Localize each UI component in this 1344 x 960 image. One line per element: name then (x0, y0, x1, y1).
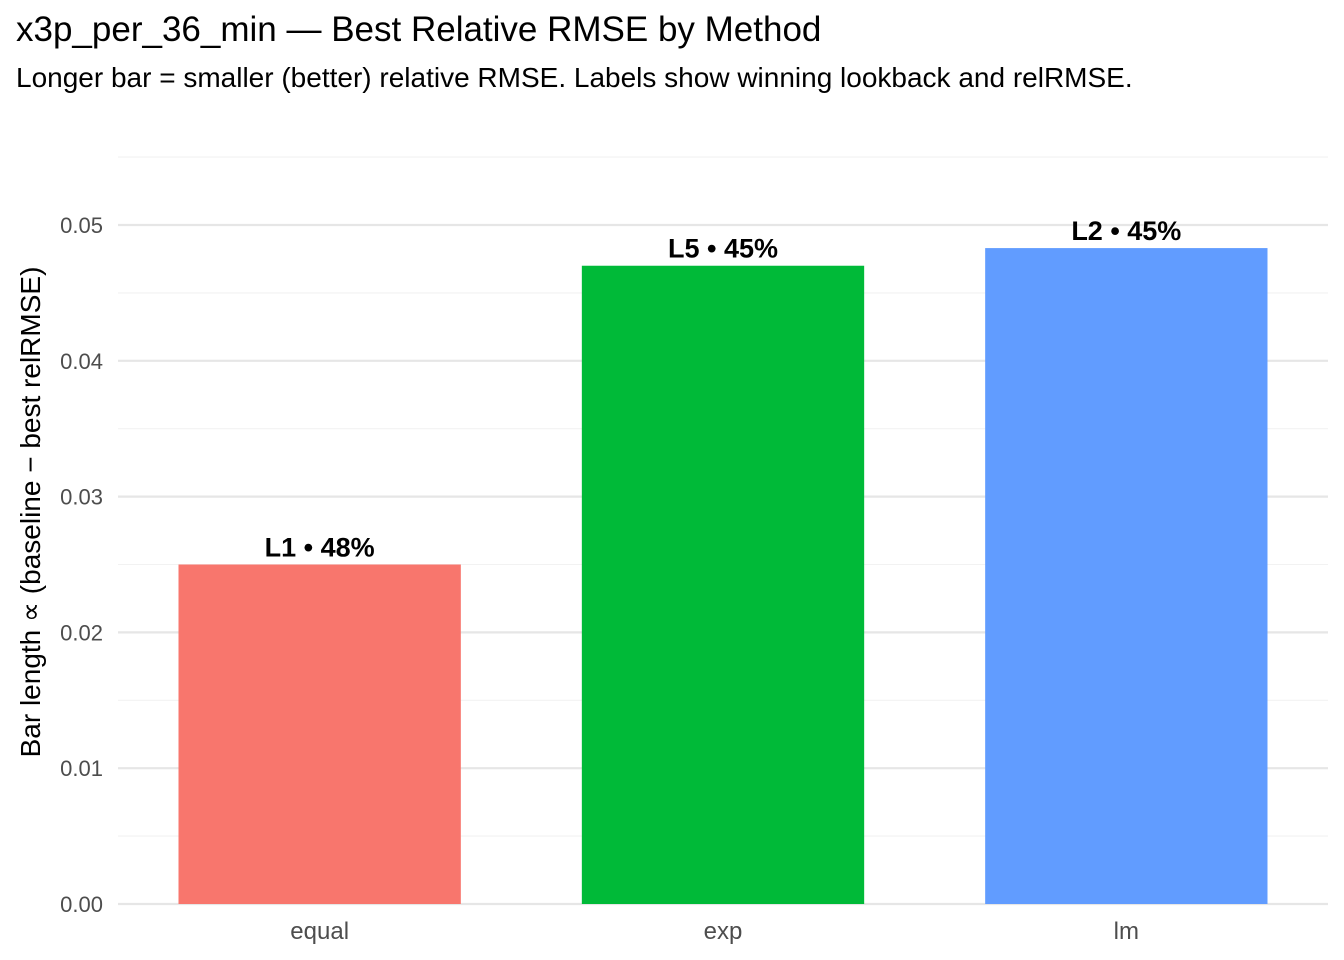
x-tick-label-lm: lm (1114, 918, 1139, 945)
bar-exp (581, 265, 865, 904)
bar-label-lm: L2 • 45% (1071, 216, 1181, 246)
chart-subtitle: Longer bar = smaller (better) relative R… (16, 62, 1133, 93)
y-axis-ticks: 0.00 0.01 0.02 0.03 0.04 0.05 (60, 213, 103, 917)
x-tick-label-equal: equal (290, 918, 349, 945)
bar-label-equal: L1 • 48% (265, 533, 375, 563)
x-tick-label-exp: exp (704, 918, 743, 945)
y-tick-label: 0.05 (60, 213, 103, 238)
bar-equal (178, 564, 461, 904)
x-axis-ticks: equal exp lm (290, 918, 1139, 945)
chart-title: x3p_per_36_min — Best Relative RMSE by M… (16, 10, 822, 49)
y-tick-label: 0.03 (60, 485, 103, 510)
bar-labels: L1 • 48% L5 • 45% L2 • 45% (265, 216, 1182, 562)
y-tick-label: 0.01 (60, 756, 103, 781)
y-tick-label: 0.00 (60, 892, 103, 917)
y-tick-label: 0.02 (60, 620, 103, 645)
bars (178, 248, 1268, 904)
bar-label-exp: L5 • 45% (668, 234, 778, 264)
bar-lm (985, 248, 1268, 904)
y-axis-title: Bar length ∝ (baseline − best relRMSE) (15, 267, 46, 758)
y-tick-label: 0.04 (60, 349, 103, 374)
